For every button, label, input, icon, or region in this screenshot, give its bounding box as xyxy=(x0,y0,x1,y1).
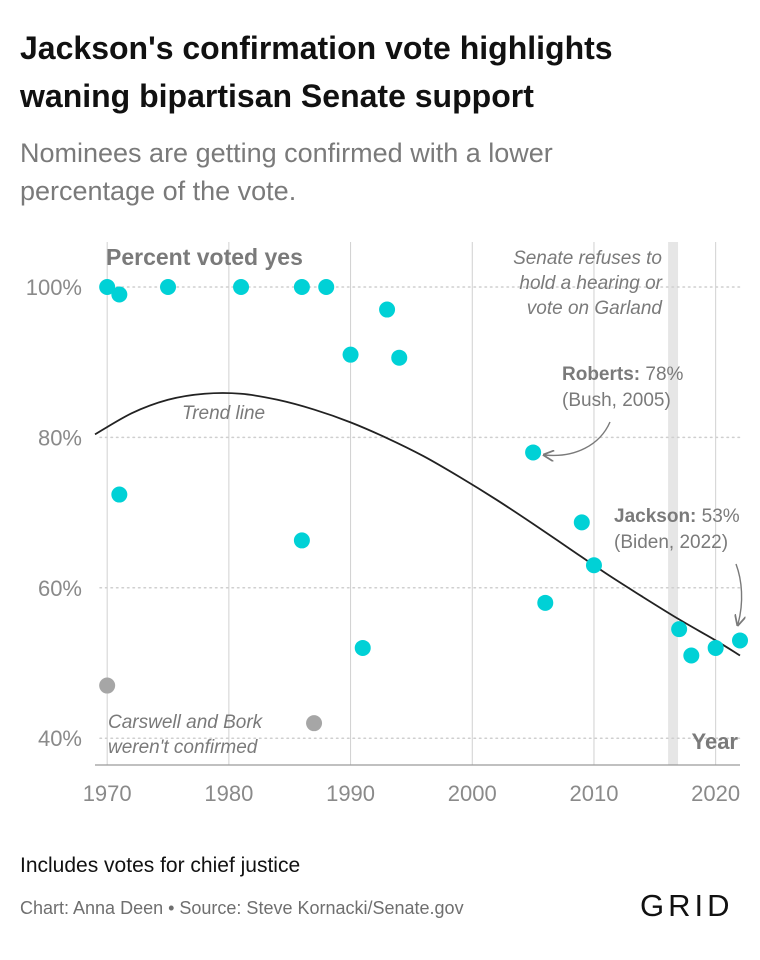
y-tick-label: 100% xyxy=(26,275,82,300)
x-tick-label: 2000 xyxy=(448,781,497,806)
trend-line-label: Trend line xyxy=(182,403,265,424)
x-tick-label: 2020 xyxy=(691,781,740,806)
failed-nominees-line2: weren't confirmed xyxy=(108,737,259,758)
failed-nominees-line1: Carswell and Bork xyxy=(108,712,264,733)
chart-subtitle-line2: percentage of the vote. xyxy=(20,176,297,206)
data-points-group xyxy=(99,279,748,732)
chart-title-line2: waning bipartisan Senate support xyxy=(20,78,534,114)
garland-highlight-band xyxy=(668,242,679,765)
scatter-chart: 40% 60% 80% 100% 1970 1980 1990 2000 2010 2020 P… xyxy=(0,230,760,830)
roberts-annotation-line1: Roberts: 78% xyxy=(562,364,684,385)
jackson-detail: (Biden, 2022) xyxy=(614,532,728,553)
x-tick-label: 1980 xyxy=(204,781,253,806)
confirmed-vote-point xyxy=(99,279,116,295)
garland-highlight-band-group xyxy=(668,242,679,765)
confirmed-vote-point xyxy=(111,286,128,303)
failed-nominees-annotation: Carswell and Bork weren't confirmed xyxy=(108,712,264,758)
chart-subtitle-line1: Nominees are getting confirmed with a lo… xyxy=(20,138,553,168)
garland-annotation-line3: vote on Garland xyxy=(527,298,664,319)
x-tick-label: 1990 xyxy=(326,781,375,806)
gridlines-group: 40% 60% 80% 100% xyxy=(26,275,741,751)
roberts-detail: (Bush, 2005) xyxy=(562,390,671,411)
confirmed-vote-point xyxy=(391,349,408,366)
unconfirmed-vote-point xyxy=(99,677,116,694)
axes-group: 1970 1980 1990 2000 2010 2020 xyxy=(83,242,740,806)
jackson-arrow xyxy=(736,563,742,624)
y-axis-title: Percent voted yes xyxy=(106,244,303,270)
confirmed-vote-point xyxy=(293,532,310,549)
x-axis-title: Year xyxy=(692,729,739,754)
confirmed-vote-point xyxy=(342,346,359,363)
roberts-annotation: Roberts: 78% (Bush, 2005) xyxy=(545,364,684,455)
confirmed-vote-point xyxy=(537,594,554,611)
jackson-name: Jackson: xyxy=(614,506,696,527)
confirmed-vote-point xyxy=(683,647,700,664)
chart-title-line1: Jackson's confirmation vote highlights xyxy=(20,30,613,66)
jackson-annotation-line1: Jackson: 53% xyxy=(614,506,740,527)
confirmed-vote-point xyxy=(233,279,250,295)
chart-canvas: 40% 60% 80% 100% 1970 1980 1990 2000 2010 2020 P… xyxy=(26,242,748,806)
grid-logo: GRID xyxy=(640,888,734,923)
chart-credit: Chart: Anna Deen • Source: Steve Kornack… xyxy=(20,898,464,918)
chart-subtitle: Nominees are getting confirmed with a lo… xyxy=(20,134,740,210)
trend-line-group xyxy=(94,392,741,657)
confirmed-vote-point xyxy=(525,444,542,461)
jackson-annotation: Jackson: 53% (Biden, 2022) xyxy=(614,506,742,624)
y-tick-label: 80% xyxy=(38,425,82,450)
garland-annotation-line2: hold a hearing or xyxy=(519,273,662,294)
confirmed-vote-point xyxy=(573,514,590,531)
confirmed-vote-point xyxy=(379,301,396,318)
confirmed-vote-point xyxy=(354,639,371,656)
chart-note: Includes votes for chief justice xyxy=(20,854,301,877)
x-tick-label: 1970 xyxy=(83,781,132,806)
confirmed-vote-point xyxy=(585,557,602,574)
confirmed-vote-point xyxy=(160,279,177,295)
confirmed-vote-point xyxy=(671,621,688,638)
jackson-value: 53% xyxy=(702,506,740,527)
y-tick-label: 40% xyxy=(38,726,82,751)
roberts-value: 78% xyxy=(645,364,683,385)
chart-title: Jackson's confirmation vote highlights w… xyxy=(20,24,740,120)
confirmed-vote-point xyxy=(732,632,748,649)
x-axis-title-group: Year xyxy=(692,729,739,754)
roberts-name: Roberts: xyxy=(562,364,640,385)
trend-line xyxy=(94,392,741,657)
y-tick-label: 60% xyxy=(38,576,82,601)
roberts-arrow xyxy=(545,421,611,455)
confirmed-vote-point xyxy=(707,639,724,656)
unconfirmed-vote-point xyxy=(306,715,323,732)
confirmed-vote-point xyxy=(318,279,335,295)
x-tick-label: 2010 xyxy=(569,781,618,806)
garland-annotation-line1: Senate refuses to xyxy=(513,248,662,269)
confirmed-vote-point xyxy=(293,279,310,295)
confirmed-vote-point xyxy=(111,486,128,503)
garland-annotation: Senate refuses to hold a hearing or vote… xyxy=(513,248,663,319)
y-axis-title-group: Percent voted yes xyxy=(106,244,303,270)
